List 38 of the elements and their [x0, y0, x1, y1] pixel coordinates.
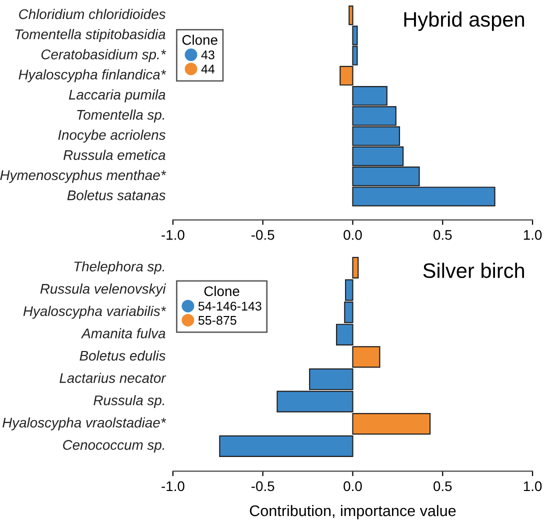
chart-title: Hybrid aspen	[404, 11, 524, 31]
category-label: Boletus edulis	[80, 350, 166, 361]
x-tick-label: -0.5	[251, 481, 274, 492]
x-tick-label: 0.0	[344, 481, 362, 492]
legend-label: 44	[201, 64, 215, 74]
category-label: Hyaloscypha vraolstadiae*	[2, 417, 166, 430]
x-tick-label: -1.0	[162, 481, 184, 492]
category-label: Amanita fulva	[80, 328, 166, 338]
x-tick-label: -0.5	[251, 230, 274, 240]
legend-title: Clone	[204, 286, 240, 296]
x-axis-title: Contribution, importance value	[250, 504, 456, 520]
x-tick-label: 1.0	[524, 481, 542, 492]
category-label: Tomentella stipitobasidia	[15, 29, 166, 42]
legend-label: 55-875	[198, 316, 236, 325]
legend-label: 54-146-143	[198, 302, 262, 311]
x-tick-label: 0.5	[434, 481, 452, 492]
x-tick-label: -1.0	[162, 230, 184, 240]
category-label: Boletus satanas	[67, 190, 166, 200]
chart-title: Silver birch	[423, 262, 524, 278]
legend-title: Clone	[182, 34, 218, 45]
category-label: Tomentella sp.	[77, 110, 164, 122]
x-tick-label: 1.0	[524, 230, 542, 240]
category-label: Thelephora sp.	[74, 261, 164, 274]
x-tick-label: 0.0	[344, 230, 362, 240]
category-label: Ceratobasidium sp.*	[41, 49, 166, 62]
category-label: Chloridium chloridioides	[19, 8, 166, 20]
category-label: Inocybe acriolens	[58, 130, 166, 143]
x-tick-label: 0.5	[434, 230, 452, 240]
category-label: Cenococcum sp.	[63, 440, 164, 453]
category-label: Lactarius necator	[60, 372, 166, 383]
category-label: Russula velenovskyi	[40, 284, 166, 296]
category-label: Hyaloscypha variabilis*	[23, 306, 166, 319]
category-label: Laccaria pumila	[68, 89, 166, 102]
category-label: Russula sp.	[94, 395, 164, 408]
legend-label: 43	[201, 50, 214, 60]
category-label: Hyaloscypha finlandica*	[18, 69, 166, 82]
category-label: Russula emetica	[64, 150, 166, 160]
category-label: Hymenoscyphus menthae*	[0, 170, 166, 183]
